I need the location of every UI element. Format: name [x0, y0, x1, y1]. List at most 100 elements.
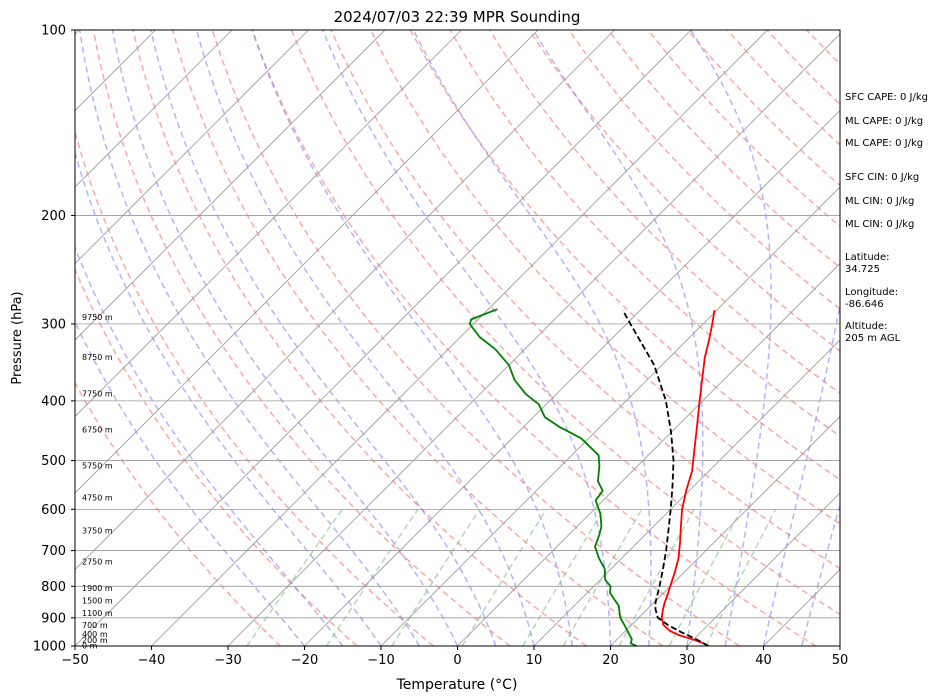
moist-adiabat-line	[762, 301, 840, 646]
dry-adiabat-line	[75, 381, 281, 646]
isotherm-line	[75, 30, 615, 571]
height-label: 6750 m	[82, 425, 113, 434]
background-lines	[0, 30, 840, 646]
height-label: 1100 m	[82, 609, 113, 618]
y-tick-label: 200	[41, 209, 66, 224]
plot-frame	[74, 29, 841, 647]
ml-cin-text: ML CIN: 0 J/kg	[845, 196, 915, 207]
mixing-ratio-line	[705, 508, 777, 646]
isotherm-line	[227, 33, 840, 646]
height-label: 7750 m	[82, 390, 113, 399]
x-tick-label: 0	[453, 653, 461, 668]
moist-adiabat-line	[532, 30, 704, 646]
isotherm-line	[380, 186, 840, 646]
dry-adiabat-line	[132, 30, 587, 646]
y-tick-label: 100	[41, 24, 66, 39]
height-label: 8750 m	[82, 353, 113, 362]
height-label: 400 m	[82, 630, 108, 639]
y-tick-label: 500	[41, 454, 66, 469]
x-tick-label: −20	[291, 653, 318, 668]
series-layer	[468, 308, 716, 646]
dry-adiabat-line	[75, 267, 358, 646]
isotherm-line	[75, 30, 233, 188]
x-tick-label: −10	[367, 653, 394, 668]
latitude-text: Latitude: 34.725	[845, 252, 890, 275]
isotherm-line	[610, 415, 840, 646]
height-label: 200 m	[82, 636, 108, 645]
y-tick-label: 400	[41, 394, 66, 409]
sfc-cape-text: SFC CAPE: 0 J/kg	[845, 92, 928, 103]
altitude-text: Altitude: 205 m AGL	[845, 321, 901, 344]
isotherm-line	[151, 30, 768, 646]
height-label: 1900 m	[82, 584, 113, 593]
isotherm-line	[75, 30, 692, 646]
dry-adiabat-line	[370, 30, 840, 525]
height-label: 3750 m	[82, 526, 113, 535]
dry-adiabat-line	[488, 30, 840, 395]
dry-adiabat-line	[92, 30, 511, 646]
x-tick-label: 20	[602, 653, 619, 668]
moist-adiabat-line	[322, 30, 612, 646]
height-label: 1500 m	[82, 596, 113, 605]
isotherm-line	[457, 262, 840, 646]
isotherm-line	[304, 109, 840, 646]
height-label: 700 m	[82, 621, 108, 630]
moist-adiabat-line	[78, 30, 420, 646]
moist-adiabat-line	[111, 30, 459, 646]
series-line-2	[468, 308, 637, 646]
y-tick-label: 300	[41, 317, 66, 332]
x-tick-label: 50	[832, 653, 849, 668]
y-tick-label: 800	[41, 580, 66, 595]
dry-adiabat-line	[330, 30, 840, 570]
axis-ticks: −50 −40 −30 −20 −10 0 10 20 30 40 50 100 200 300 400 50…	[33, 24, 848, 669]
dry-adiabat-line	[211, 30, 740, 646]
isotherm-line	[533, 339, 840, 646]
moist-adiabat-line	[801, 502, 840, 646]
x-tick-label: 10	[526, 653, 543, 668]
isotherm-line	[75, 30, 539, 494]
x-tick-label: 40	[755, 653, 772, 668]
isotherm-line	[75, 30, 462, 418]
isotherm-line	[75, 30, 309, 265]
moist-adiabat-line	[690, 30, 772, 646]
mixing-ratio-line	[522, 508, 605, 646]
dry-adiabat-line	[251, 30, 817, 646]
x-tick-label: −40	[138, 653, 165, 668]
height-label: 9750 m	[82, 313, 113, 322]
y-tick-label: 600	[41, 503, 66, 518]
ml-cape-text: ML CAPE: 0 J/kg	[845, 116, 924, 127]
dry-adiabat-line	[568, 30, 840, 310]
chart-title: 2024/07/03 22:39 MPR Sounding	[334, 8, 581, 26]
dry-adiabat-line	[75, 129, 434, 646]
y-axis-label: Pressure (hPa)	[10, 291, 25, 384]
isotherm-line	[75, 30, 386, 341]
isotherm-line	[686, 492, 840, 646]
dry-adiabat-line	[290, 30, 840, 616]
moist-adiabat-line	[75, 245, 344, 646]
dry-adiabat-line	[171, 30, 664, 646]
moist-adiabat-line	[75, 150, 382, 646]
sfc-cin-text: SFC CIN: 0 J/kg	[845, 172, 920, 183]
dry-adiabat-line	[528, 30, 840, 352]
mixing-ratio-line	[461, 508, 547, 646]
isotherm-line	[0, 30, 3, 646]
moist-adiabat-line	[412, 30, 652, 646]
height-label: 4750 m	[82, 493, 113, 502]
mixing-ratio-line	[668, 508, 742, 646]
x-axis-label: Temperature (°C)	[396, 677, 518, 693]
y-tick-label: 900	[41, 611, 66, 626]
y-tick-label: 1000	[33, 640, 66, 655]
series-line-3	[621, 309, 709, 646]
mixing-ratio-line	[246, 508, 343, 646]
moist-adiabat-line	[251, 30, 574, 646]
ml-cape-text-2: ML CAPE: 0 J/kg	[845, 138, 924, 149]
x-tick-label: −50	[61, 653, 88, 668]
ml-cin-text-2: ML CIN: 0 J/kg	[845, 219, 915, 230]
x-tick-label: 30	[679, 653, 696, 668]
series-line-1	[660, 310, 716, 646]
height-label: 5750 m	[82, 461, 113, 470]
height-label: 2750 m	[82, 558, 113, 567]
longitude-text: Longitude: -86.646	[845, 287, 899, 310]
